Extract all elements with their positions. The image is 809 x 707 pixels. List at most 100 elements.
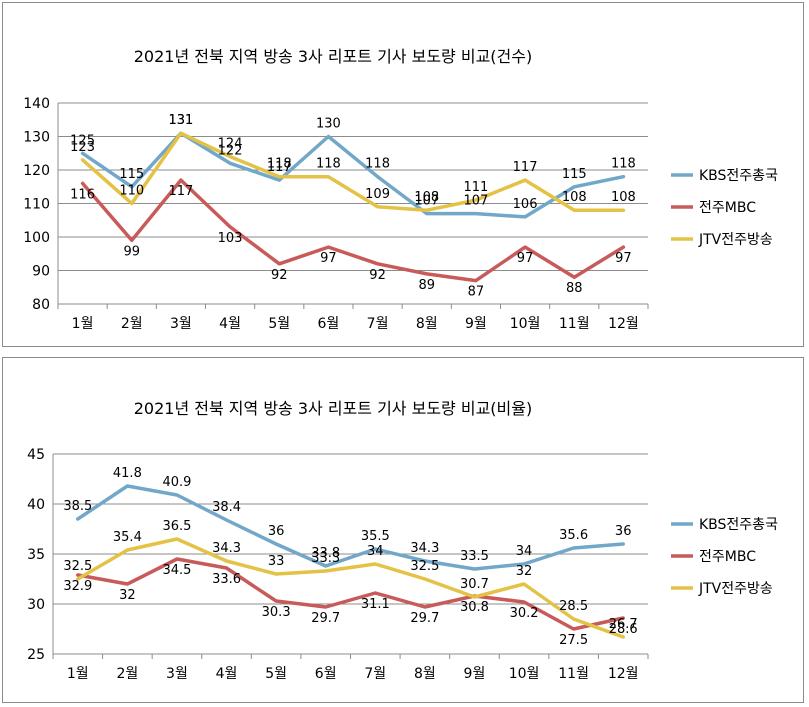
data-label: 29.7: [311, 611, 340, 626]
chart-title: 2021년 전북 지역 방송 3사 리포트 기사 보도량 비교(비율): [133, 399, 533, 418]
data-label: 32.5: [410, 559, 439, 574]
data-label: 33.8: [311, 546, 340, 561]
data-label: 32: [119, 588, 136, 603]
x-tick-label: 7월: [364, 666, 386, 682]
data-label: 118: [365, 157, 390, 172]
x-tick-label: 5월: [265, 666, 287, 682]
x-tick-label: 11월: [559, 316, 590, 332]
series-line-3: [80, 131, 626, 212]
data-label: 99: [123, 244, 140, 259]
y-tick-label: 90: [32, 264, 50, 280]
x-tick-label: 9월: [464, 666, 486, 682]
data-label: 35.5: [361, 529, 390, 544]
data-label: 92: [369, 268, 386, 283]
data-label: 117: [267, 160, 292, 175]
x-tick-label: 3월: [166, 666, 188, 682]
data-label: 35.6: [559, 528, 588, 543]
y-tick-label: 140: [23, 96, 50, 112]
data-label: 97: [320, 251, 337, 266]
y-tick-label: 30: [27, 597, 45, 613]
x-tick-label: 11월: [558, 666, 589, 682]
data-label: 106: [513, 197, 538, 212]
data-label: 38.5: [63, 499, 92, 514]
data-label: 125: [70, 133, 95, 148]
data-label: 124: [218, 137, 243, 152]
data-label: 115: [562, 167, 587, 182]
data-label: 29.7: [410, 611, 439, 626]
data-label: 89: [418, 278, 435, 293]
x-tick-label: 12월: [608, 316, 639, 332]
series-line-1: [76, 484, 625, 571]
data-label: 33.5: [460, 549, 489, 564]
y-tick-label: 120: [23, 163, 50, 179]
data-label: 87: [468, 285, 485, 300]
data-label: 118: [267, 157, 292, 172]
series-line-2: [76, 557, 625, 631]
data-label: 26.7: [609, 617, 638, 632]
data-label: 31.1: [361, 597, 390, 612]
x-tick-label: 3월: [170, 316, 192, 332]
x-tick-label: 1월: [67, 666, 89, 682]
legend-label: KBS전주총국: [699, 517, 778, 533]
data-label: 40.9: [162, 475, 191, 490]
data-label: 30.3: [262, 605, 291, 620]
x-tick-label: 4월: [216, 666, 238, 682]
y-tick-label: 110: [23, 197, 50, 213]
x-tick-label: 7월: [367, 316, 389, 332]
chart-title: 2021년 전북 지역 방송 3사 리포트 기사 보도량 비교(건수): [133, 47, 533, 66]
data-label: 103: [218, 231, 243, 246]
data-label: 36: [268, 524, 285, 539]
x-tick-label: 12월: [608, 666, 639, 682]
data-label: 32: [516, 564, 533, 579]
y-tick-label: 80: [32, 297, 50, 313]
data-label: 34: [516, 544, 533, 559]
data-label: 118: [316, 157, 341, 172]
x-tick-label: 5월: [268, 316, 290, 332]
data-label: 34.3: [212, 541, 241, 556]
data-label: 30.8: [460, 600, 489, 615]
data-label: 38.4: [212, 500, 241, 515]
data-label: 118: [611, 157, 636, 172]
data-label: 123: [70, 140, 95, 155]
series-line-2: [80, 178, 626, 283]
series-line-1: [80, 131, 626, 219]
data-label: 111: [464, 180, 489, 195]
x-tick-label: 8월: [414, 666, 436, 682]
data-label: 109: [365, 187, 390, 202]
y-tick-label: 130: [23, 130, 50, 146]
x-tick-label: 4월: [219, 316, 241, 332]
x-tick-label: 6월: [315, 666, 337, 682]
data-label: 28.5: [559, 599, 588, 614]
x-tick-label: 2월: [121, 316, 143, 332]
chart-count: 2021년 전북 지역 방송 3사 리포트 기사 보도량 비교(건수) 80 90…: [2, 2, 804, 347]
data-label: 97: [615, 251, 632, 266]
data-label: 116: [70, 187, 95, 202]
data-label: 30.2: [510, 606, 539, 621]
y-tick-label: 40: [27, 497, 45, 513]
y-tick-label: 45: [27, 447, 45, 463]
data-label: 36: [615, 524, 632, 539]
data-label: 122: [218, 143, 243, 158]
data-label: 30.7: [460, 577, 489, 592]
x-tick-label: 2월: [116, 666, 138, 682]
data-label: 27.5: [559, 633, 588, 648]
data-label: 115: [119, 167, 144, 182]
chart-ratio: 2021년 전북 지역 방송 3사 리포트 기사 보도량 비교(비율) 25 30…: [2, 357, 804, 703]
legend-label: 전주MBC: [699, 549, 756, 565]
data-label: 117: [169, 184, 194, 199]
data-label: 117: [513, 160, 538, 175]
data-label: 32.5: [63, 559, 92, 574]
x-tick-label: 8월: [416, 316, 438, 332]
legend-label: JTV전주방송: [698, 581, 773, 597]
data-label: 107: [464, 194, 489, 209]
legend-label: JTV전주방송: [698, 232, 773, 248]
legend-label: KBS전주총국: [699, 168, 778, 184]
data-label: 33: [268, 554, 285, 569]
data-label: 36.5: [162, 519, 191, 534]
x-tick-label: 1월: [72, 316, 94, 332]
x-tick-label: 9월: [465, 316, 487, 332]
data-label: 131: [169, 113, 194, 128]
data-label: 28.6: [609, 622, 638, 637]
data-label: 34.5: [162, 563, 191, 578]
legend-label: 전주MBC: [699, 200, 756, 216]
